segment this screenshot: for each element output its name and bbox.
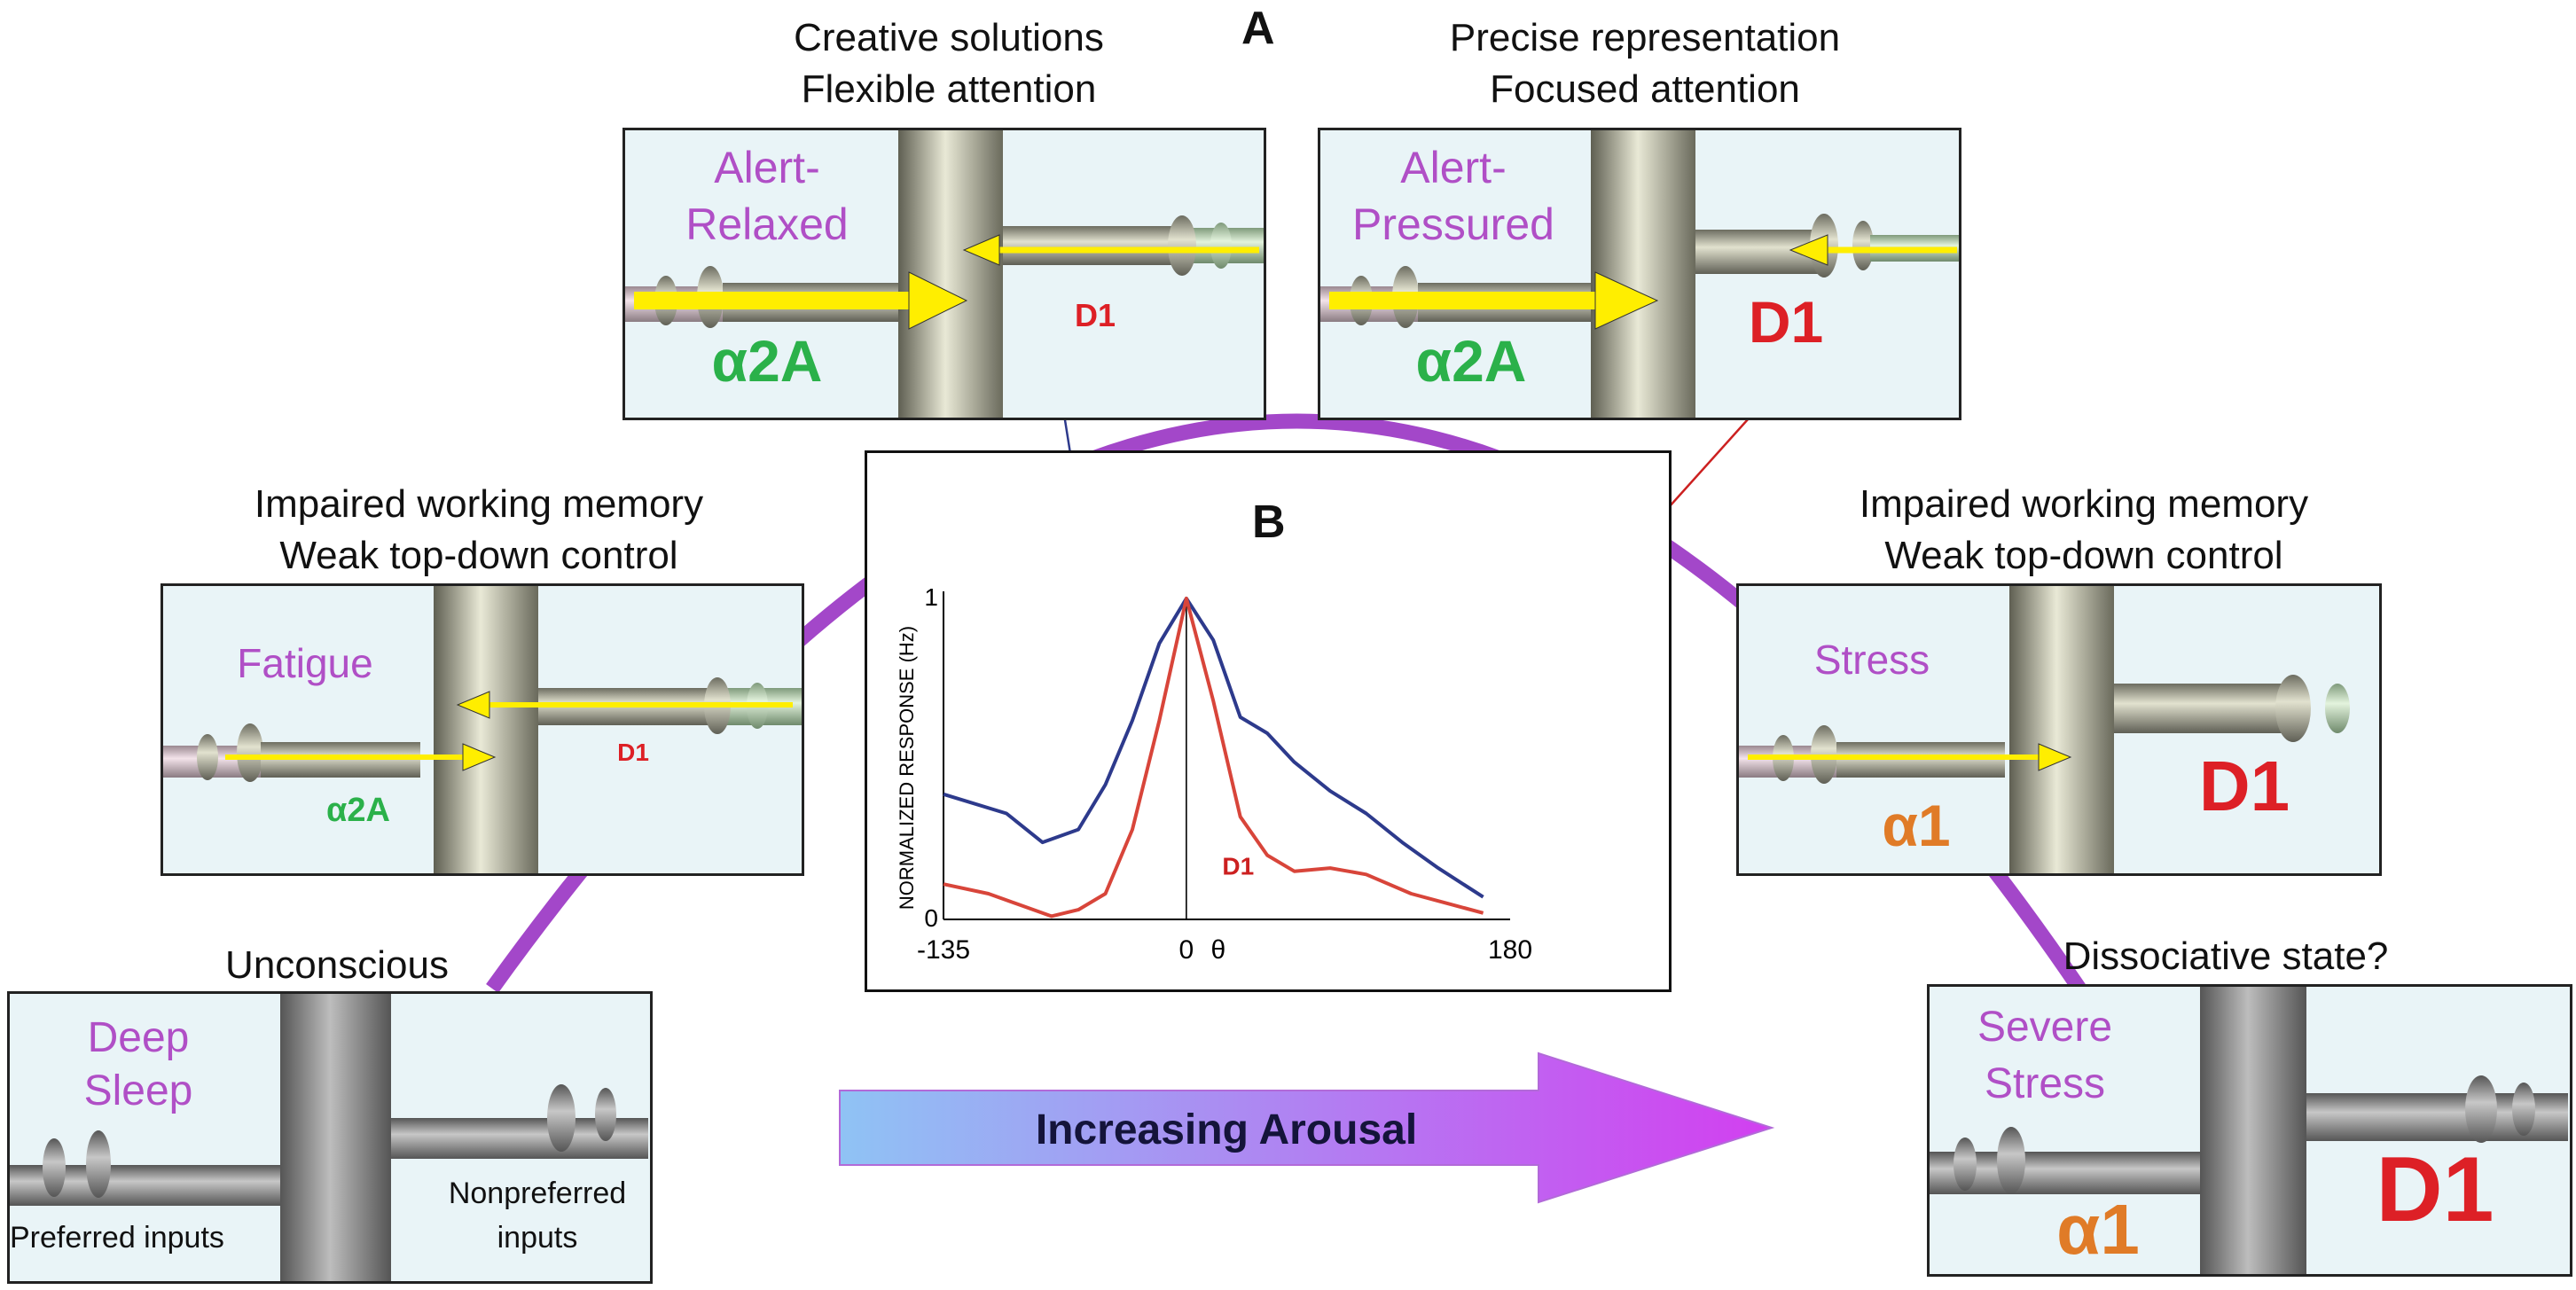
state-label-severe-stress: Severe Stress [1977,1004,2113,1107]
alpha2a-label: α2A [326,792,390,829]
spine-node [86,1130,111,1198]
d1-label: D1 [1748,289,1824,355]
state-label-fatigue: Fatigue [237,640,373,686]
tuning-chart-panel: B 0 1 -135 0 180 θ NORMALIZED RESPONSE (Hz) D1 [865,450,1672,992]
d1-label: D1 [1074,297,1116,333]
dendrite-post [434,586,538,873]
synapse-drawing [10,994,648,1281]
alpha-arrow [1594,271,1659,330]
caption-line: Weak top-down control [1884,534,2283,577]
d1-label: D1 [2198,747,2290,825]
spine-node [197,734,218,780]
caption-line: Precise representation [1449,16,1841,59]
x-axis-symbol: θ [1211,935,1226,965]
y-tick-label: 1 [924,583,938,611]
spine-node [2325,684,2350,733]
state-label-alert-relaxed: Alert-Relaxed [685,143,849,249]
state-label-stress: Stress [1813,637,1930,683]
state-label-alert-pressured: Alert-Pressured [1352,143,1554,249]
series-line-blue [943,597,1484,899]
caption-severe-stress: Dissociative state? [1986,931,2465,982]
caption-line: Unconscious [225,943,449,987]
d1-arrow [962,234,1000,266]
spine-node [237,723,263,782]
d1-arrow [1789,234,1828,266]
x-tick-label: -135 [917,935,970,965]
caption-line: Dissociative state? [2063,934,2389,978]
dendrite-post [1591,130,1695,418]
y-tick-label: 0 [924,904,938,932]
increasing-arousal-arrow [839,1052,1775,1204]
caption-deep-sleep: Unconscious [115,940,559,991]
alpha2a-label: α2A [711,328,823,394]
spine-node [1954,1138,1977,1191]
alpha2a-label: α2A [1415,328,1527,394]
dendrite-post [898,130,1003,418]
spine-node [1852,221,1874,270]
panel-severe-stress: Severe Stress α1 D1 [1927,984,2572,1277]
panel-deep-sleep: Deep Sleep Preferred inputs Nonpreferred… [7,991,653,1284]
alpha-arrow [2038,743,2072,771]
alpha-arrow [462,743,497,771]
caption-line: Flexible attention [801,67,1097,111]
panel-fatigue: Fatigue α2A D1 [161,583,804,876]
panel-alert-relaxed: Alert-Relaxed α2A D1 [622,128,1266,420]
series-line-red [943,597,1484,919]
panel-label-b: B [1252,496,1286,548]
panel-label-a: A [1241,3,1275,54]
caption-line: Impaired working memory [254,482,704,526]
nonpreferred-inputs-label: Nonpreferred inputs [448,1177,627,1255]
caption-fatigue: Impaired working memory Weak top-down co… [177,479,780,582]
synapse-drawing [1930,987,2568,1274]
d1-arrow [456,691,490,719]
dendrite-post [2200,987,2306,1274]
increasing-arousal-label: Increasing Arousal [1036,1106,1417,1153]
caption-stress: Impaired working memory Weak top-down co… [1782,479,2385,582]
synapse-drawing [1739,586,2350,873]
spine-node [1210,223,1232,269]
tuning-curve-chart: 0 1 -135 0 180 θ NORMALIZED RESPONSE (Hz) D1 [896,583,1532,965]
x-tick-label: 180 [1488,935,1532,965]
d1-annotation: D1 [1222,852,1254,880]
spine-node [1168,215,1196,276]
spine-node [2465,1075,2497,1143]
caption-alert-relaxed: Creative solutions Flexible attention [665,12,1233,115]
dendrite-post [280,994,391,1281]
spine-node [595,1088,616,1141]
synapse-drawing [1320,130,1959,418]
alpha-arrow [908,271,968,330]
spine-node [547,1084,575,1152]
y-axis-label: NORMALIZED RESPONSE (Hz) [896,626,918,910]
alpha1-label: α1 [1882,793,1951,858]
preferred-inputs-label: Preferred inputs [10,1221,224,1255]
alpha1-label: α1 [2056,1190,2140,1269]
spine-node [2512,1083,2535,1136]
spine-node [2275,675,2311,742]
caption-line: Creative solutions [794,16,1104,59]
x-tick-label: 0 [1179,935,1194,965]
caption-alert-pressured: Precise representation Focused attention [1357,12,1933,115]
synapse-drawing [625,130,1264,418]
synapse-drawing [163,586,802,873]
caption-line: Focused attention [1490,67,1800,111]
d1-label: D1 [617,739,649,766]
dendrite-post [2009,586,2114,873]
panel-alert-pressured: Alert-Pressured α2A D1 [1318,128,1961,420]
panel-stress: Stress α1 D1 [1736,583,2382,876]
d1-label: D1 [2376,1138,2494,1241]
spine-node [1997,1127,2025,1194]
state-label-deep-sleep: Deep Sleep [83,1014,193,1114]
caption-line: Weak top-down control [279,534,678,577]
spine-node [43,1138,66,1197]
caption-line: Impaired working memory [1859,482,2309,526]
